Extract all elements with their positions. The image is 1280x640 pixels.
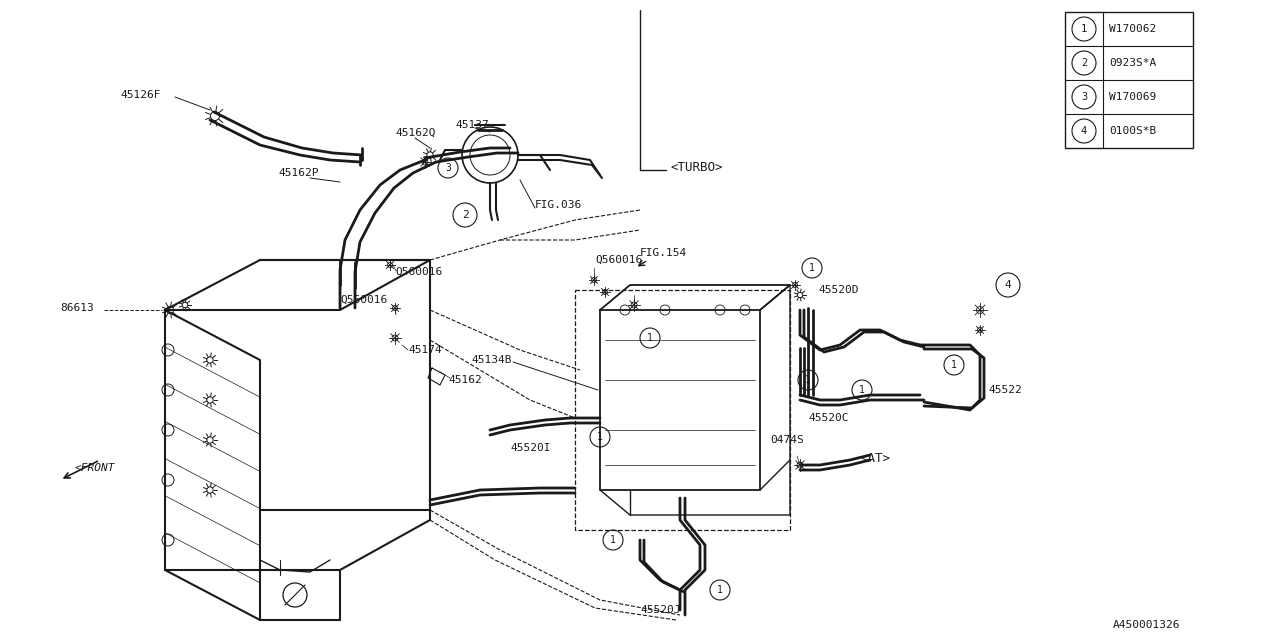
Text: 45162P: 45162P	[278, 168, 319, 178]
Text: 0474S: 0474S	[771, 435, 804, 445]
Text: 45162Q: 45162Q	[396, 128, 435, 138]
Text: 0100S*B: 0100S*B	[1108, 126, 1156, 136]
Text: Q560016: Q560016	[595, 255, 643, 265]
Text: 2: 2	[1080, 58, 1087, 68]
Text: 45137: 45137	[454, 120, 489, 130]
Text: 45522: 45522	[988, 385, 1021, 395]
Text: 45162: 45162	[448, 375, 481, 385]
Text: 1: 1	[717, 585, 723, 595]
Text: 1: 1	[596, 432, 603, 442]
Text: 1: 1	[611, 535, 616, 545]
Text: 4: 4	[1005, 280, 1011, 290]
Text: 45520D: 45520D	[818, 285, 859, 295]
Text: 1: 1	[648, 333, 653, 343]
Text: 1: 1	[951, 360, 957, 370]
Text: 45134B: 45134B	[471, 355, 512, 365]
Text: <TURBO>: <TURBO>	[669, 161, 722, 173]
Text: 45520J: 45520J	[640, 605, 681, 615]
Text: 2: 2	[462, 210, 468, 220]
Text: W170062: W170062	[1108, 24, 1156, 34]
Text: 45520I: 45520I	[509, 443, 550, 453]
Text: FIG.036: FIG.036	[535, 200, 582, 210]
Bar	[1065, 12, 1193, 148]
Text: A450001326: A450001326	[1112, 620, 1180, 630]
Text: 1: 1	[1080, 24, 1087, 34]
Text: <FRONT: <FRONT	[76, 463, 115, 473]
Text: <AT>: <AT>	[860, 451, 890, 465]
Text: 86613: 86613	[60, 303, 93, 313]
Text: 1: 1	[805, 375, 812, 385]
Text: 45174: 45174	[408, 345, 442, 355]
Text: 3: 3	[1080, 92, 1087, 102]
Text: 0923S*A: 0923S*A	[1108, 58, 1156, 68]
Text: 4: 4	[1080, 126, 1087, 136]
Text: 45126F: 45126F	[120, 90, 160, 100]
Text: Q560016: Q560016	[396, 267, 443, 277]
Text: FIG.154: FIG.154	[640, 248, 687, 258]
Text: W170069: W170069	[1108, 92, 1156, 102]
Text: 45520C: 45520C	[808, 413, 849, 423]
Text: 3: 3	[445, 163, 451, 173]
Text: 1: 1	[809, 263, 815, 273]
Text: Q560016: Q560016	[340, 295, 388, 305]
Text: 1: 1	[859, 385, 865, 395]
